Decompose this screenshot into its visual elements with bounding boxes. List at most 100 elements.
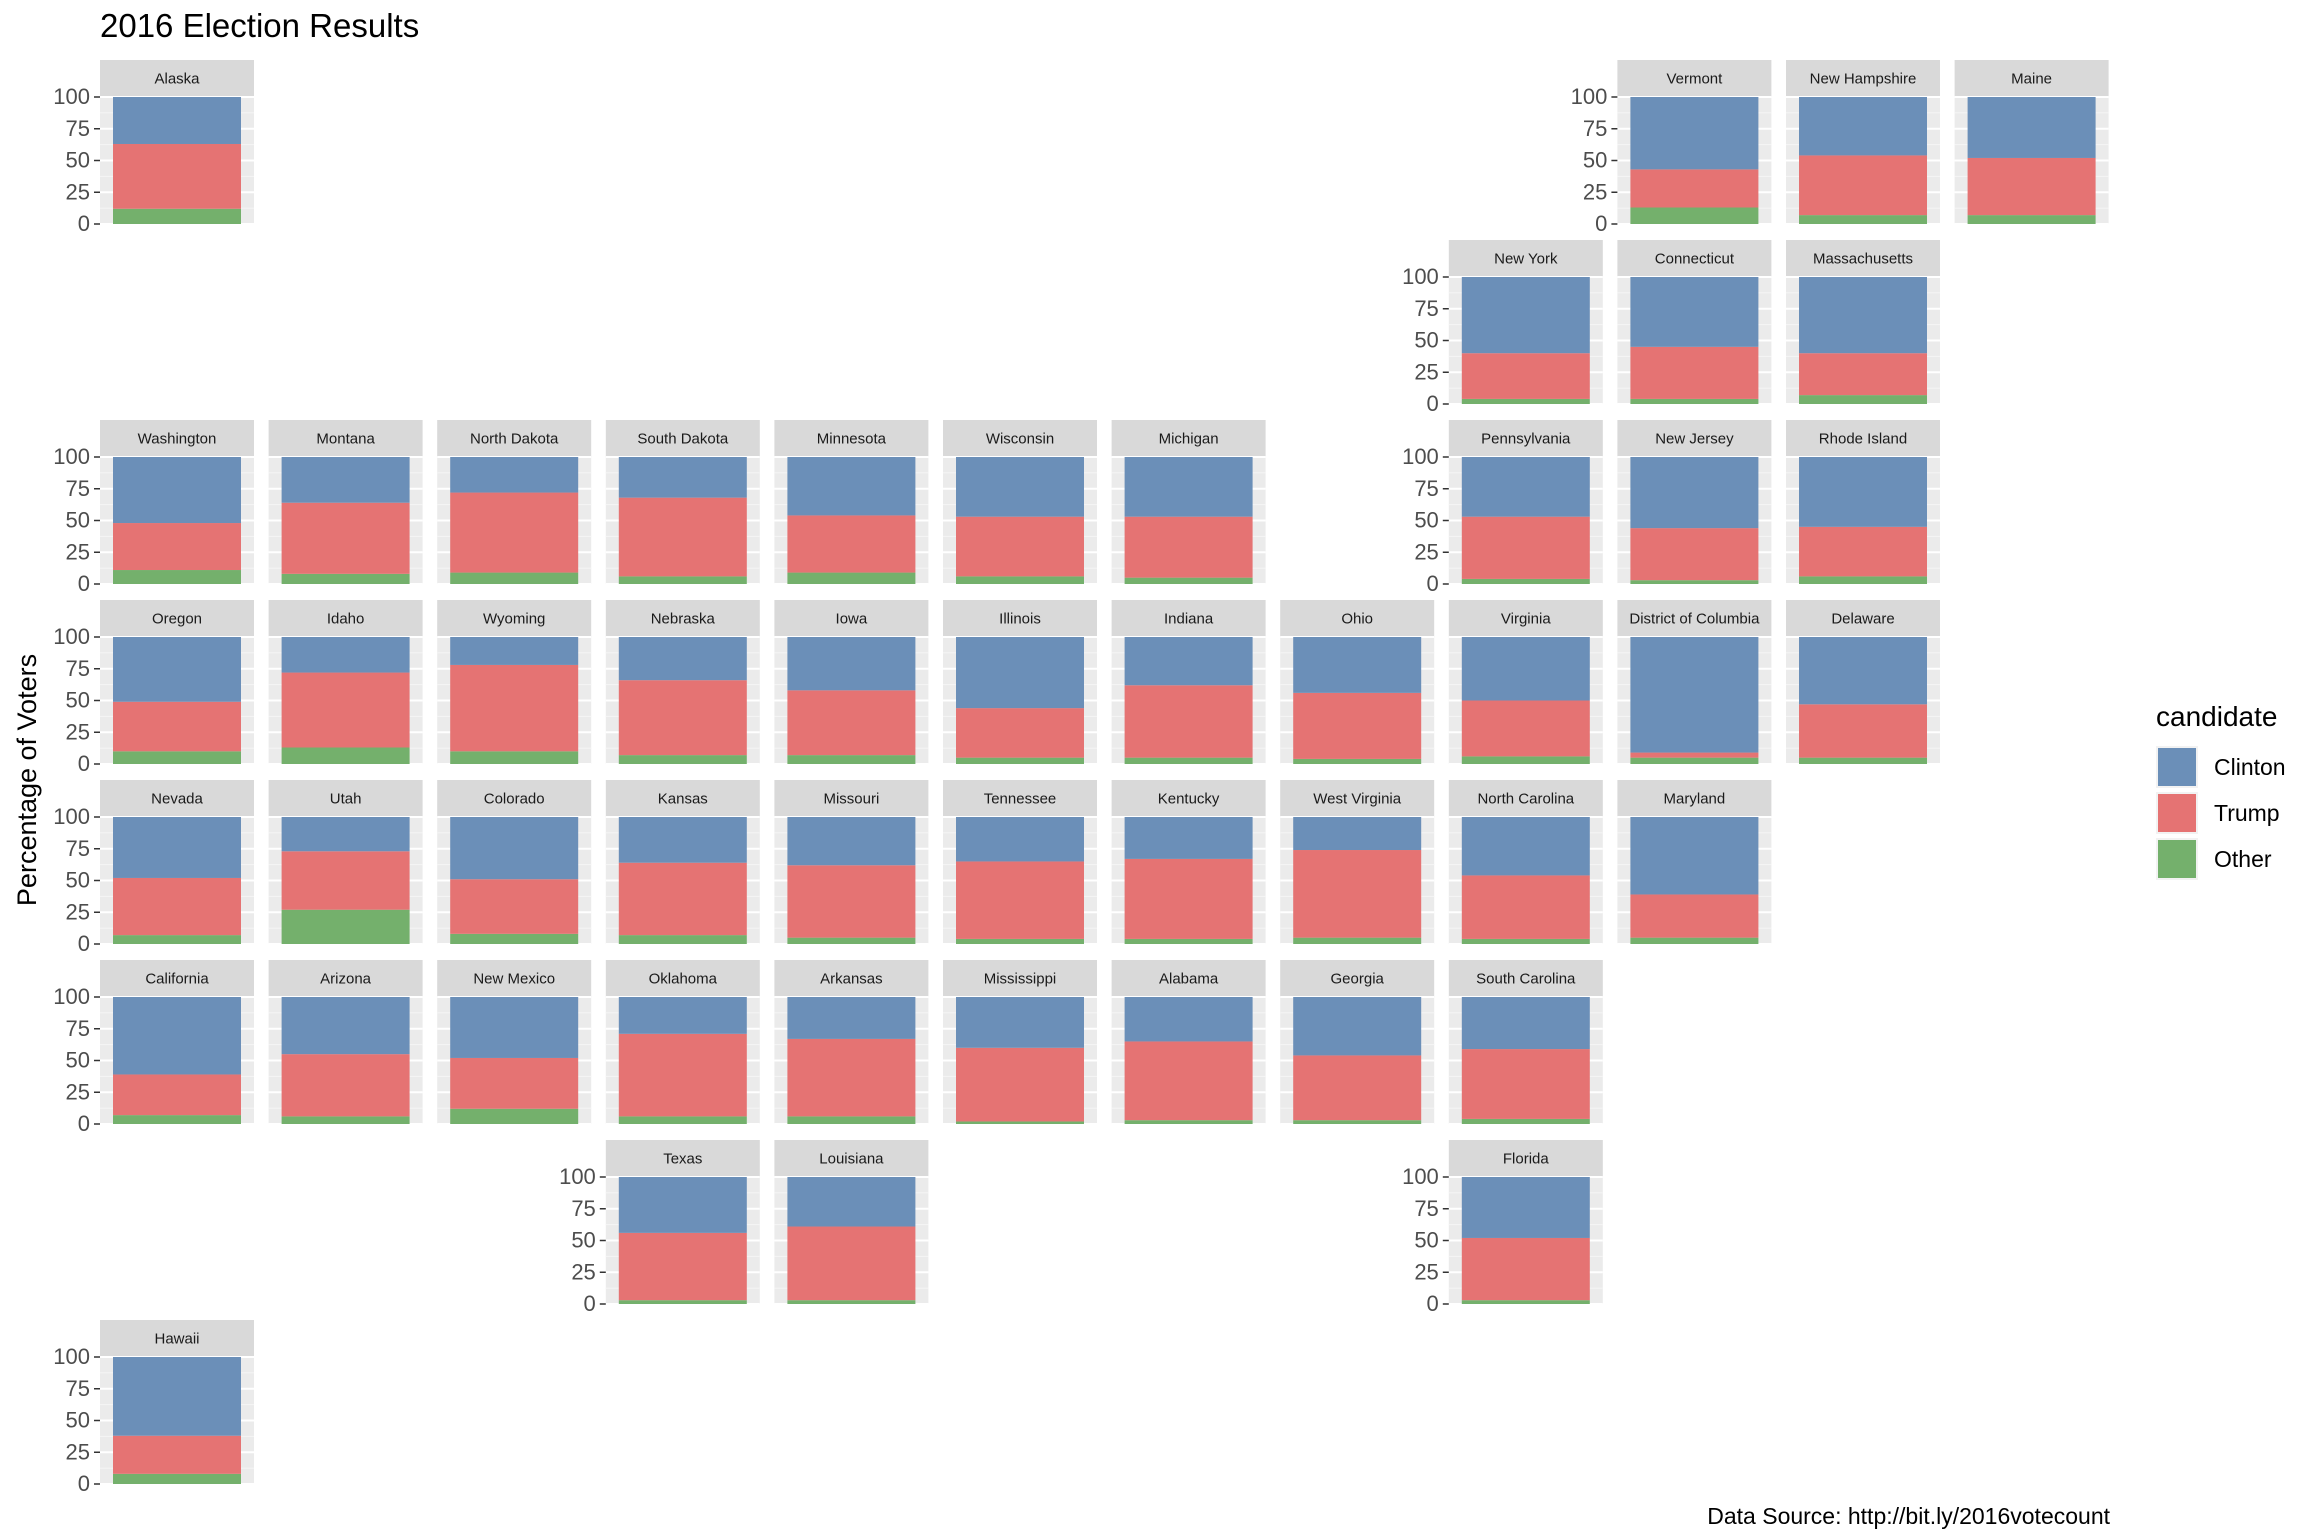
strip-label-delaware: Delaware <box>1831 611 1894 628</box>
bar-other-wyoming <box>450 751 579 764</box>
panel-missouri: Missouri <box>774 780 929 945</box>
panel-ohio: Ohio <box>1280 600 1435 765</box>
bar-other-delaware <box>1799 757 1927 764</box>
panel-michigan: Michigan <box>1111 420 1266 585</box>
legend-item-clinton: Clinton <box>2156 746 2286 788</box>
strip-label-new-hampshire: New Hampshire <box>1810 71 1917 88</box>
panel-alaska: Alaska 0 25 50 75 100 <box>53 60 254 236</box>
bar-other-louisiana <box>787 1300 916 1304</box>
strip-background <box>774 780 929 817</box>
bar-trump-maryland <box>1630 894 1759 938</box>
y-tick-label: 25 <box>66 539 90 564</box>
strip-background <box>943 960 1097 997</box>
y-tick-label: 75 <box>66 1016 90 1041</box>
panel-massachusetts: Massachusetts <box>1786 240 1940 405</box>
legend: candidate Clinton Trump Other <box>2156 701 2286 880</box>
legend-title: candidate <box>2156 701 2277 732</box>
bar-other-pennsylvania <box>1461 578 1590 584</box>
strip-label-alaska: Alaska <box>154 71 200 88</box>
bar-other-michigan <box>1124 577 1253 584</box>
bar-clinton-kansas <box>618 817 747 863</box>
bar-trump-louisiana <box>787 1226 916 1301</box>
bar-clinton-wisconsin <box>956 457 1084 517</box>
y-tick-label: 0 <box>1427 391 1439 416</box>
strip-background <box>268 960 423 997</box>
bar-trump-new-mexico <box>450 1057 579 1109</box>
strip-label-texas: Texas <box>663 1151 702 1168</box>
bar-trump-delaware <box>1799 704 1927 758</box>
y-tick-label: 50 <box>1414 328 1438 353</box>
panel-north-carolina: North Carolina <box>1448 780 1603 945</box>
y-tick-label: 25 <box>571 1259 595 1284</box>
bar-other-colorado <box>450 933 579 944</box>
strip-label-illinois: Illinois <box>999 611 1041 628</box>
y-tick-label: 0 <box>78 1111 90 1136</box>
panel-colorado: Colorado <box>437 780 592 945</box>
strip-label-tennessee: Tennessee <box>984 791 1057 808</box>
bar-trump-minnesota <box>787 515 916 573</box>
bar-trump-montana <box>281 502 410 574</box>
strip-label-district-of-columbia: District of Columbia <box>1629 611 1760 628</box>
bar-clinton-washington <box>113 457 241 524</box>
panel-louisiana: Louisiana <box>774 1140 929 1305</box>
panel-wisconsin: Wisconsin <box>943 420 1097 585</box>
strip-label-michigan: Michigan <box>1159 431 1219 448</box>
bar-clinton-arizona <box>281 997 410 1055</box>
bar-trump-georgia <box>1293 1055 1422 1121</box>
strip-label-georgia: Georgia <box>1331 971 1385 988</box>
y-tick-label: 0 <box>78 571 90 596</box>
bar-other-idaho <box>281 747 410 764</box>
strip-background <box>1448 780 1603 817</box>
strip-label-south-carolina: South Carolina <box>1476 971 1576 988</box>
strip-background <box>1954 60 2109 97</box>
panel-pennsylvania: Pennsylvania 0 25 50 75 100 <box>1402 420 1603 596</box>
strip-label-iowa: Iowa <box>836 611 868 628</box>
panel-north-dakota: North Dakota <box>437 420 592 585</box>
panel-montana: Montana <box>268 420 423 585</box>
y-tick-label: 0 <box>78 1471 90 1496</box>
y-tick-label: 75 <box>571 1196 595 1221</box>
bar-other-washington <box>113 570 241 584</box>
bar-clinton-utah <box>281 817 410 852</box>
legend-item-trump: Trump <box>2156 792 2280 834</box>
y-tick-label: 50 <box>66 1408 90 1433</box>
y-tick-label: 50 <box>66 868 90 893</box>
strip-background <box>1617 780 1772 817</box>
bar-other-new-york <box>1461 398 1590 404</box>
bar-trump-nevada <box>113 877 241 936</box>
bar-clinton-indiana <box>1124 637 1253 686</box>
bar-clinton-montana <box>281 457 410 503</box>
strip-background <box>100 960 254 997</box>
y-tick-label: 0 <box>1427 1291 1439 1316</box>
y-tick-label: 50 <box>1414 508 1438 533</box>
strip-background <box>774 600 929 637</box>
panel-texas: Texas 0 25 50 75 100 <box>559 1140 760 1316</box>
y-tick-label: 0 <box>1595 211 1607 236</box>
state-panels: Alaska 0 25 50 75 100 Vermont 0 25 50 75 100 New Ham… <box>53 60 2109 1496</box>
bar-trump-missouri <box>787 865 916 938</box>
y-axis-label: Percentage of Voters <box>12 654 42 906</box>
bar-trump-alabama <box>1124 1041 1253 1121</box>
bar-other-georgia <box>1293 1120 1422 1124</box>
y-tick-label: 100 <box>1571 84 1608 109</box>
strip-label-virginia: Virginia <box>1501 611 1551 628</box>
strip-background <box>437 960 592 997</box>
bar-trump-florida <box>1461 1237 1590 1301</box>
bar-clinton-colorado <box>450 817 579 880</box>
bar-clinton-idaho <box>281 637 410 673</box>
bar-other-connecticut <box>1630 398 1759 404</box>
bar-trump-kentucky <box>1124 858 1253 939</box>
bar-clinton-mississippi <box>956 997 1084 1048</box>
y-tick-label: 25 <box>66 1079 90 1104</box>
y-tick-label: 50 <box>571 1228 595 1253</box>
panel-idaho: Idaho <box>268 600 423 765</box>
bar-trump-virginia <box>1461 700 1590 757</box>
bar-clinton-michigan <box>1124 457 1253 517</box>
y-tick-label: 75 <box>66 836 90 861</box>
strip-label-utah: Utah <box>330 791 362 808</box>
bar-clinton-tennessee <box>956 817 1084 862</box>
bar-clinton-florida <box>1461 1177 1590 1238</box>
bar-clinton-arkansas <box>787 997 916 1039</box>
panel-utah: Utah <box>268 780 423 945</box>
